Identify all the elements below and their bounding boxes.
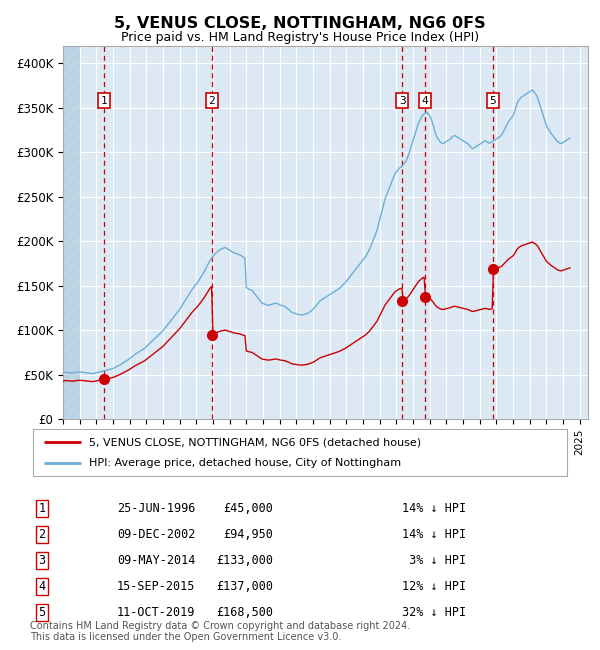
Text: 4: 4 (421, 96, 428, 106)
Text: 1: 1 (38, 502, 46, 515)
Text: 5, VENUS CLOSE, NOTTINGHAM, NG6 0FS: 5, VENUS CLOSE, NOTTINGHAM, NG6 0FS (114, 16, 486, 31)
Text: £133,000: £133,000 (216, 554, 273, 567)
Text: 12% ↓ HPI: 12% ↓ HPI (402, 580, 466, 593)
Text: 1: 1 (101, 96, 108, 106)
Text: 32% ↓ HPI: 32% ↓ HPI (402, 606, 466, 619)
Text: 2: 2 (38, 528, 46, 541)
Text: £168,500: £168,500 (216, 606, 273, 619)
Text: 2: 2 (208, 96, 215, 106)
Text: Contains HM Land Registry data © Crown copyright and database right 2024.
This d: Contains HM Land Registry data © Crown c… (30, 621, 410, 642)
Text: 3% ↓ HPI: 3% ↓ HPI (402, 554, 466, 567)
Text: 14% ↓ HPI: 14% ↓ HPI (402, 528, 466, 541)
Bar (63, 46, 80, 419)
Text: £137,000: £137,000 (216, 580, 273, 593)
Text: Price paid vs. HM Land Registry's House Price Index (HPI): Price paid vs. HM Land Registry's House … (121, 31, 479, 44)
Text: 25-JUN-1996: 25-JUN-1996 (117, 502, 196, 515)
Text: 5: 5 (38, 606, 46, 619)
Text: 09-DEC-2002: 09-DEC-2002 (117, 528, 196, 541)
Text: HPI: Average price, detached house, City of Nottingham: HPI: Average price, detached house, City… (89, 458, 401, 468)
Text: 11-OCT-2019: 11-OCT-2019 (117, 606, 196, 619)
Text: £45,000: £45,000 (223, 502, 273, 515)
Text: 09-MAY-2014: 09-MAY-2014 (117, 554, 196, 567)
Text: 14% ↓ HPI: 14% ↓ HPI (402, 502, 466, 515)
Text: 4: 4 (38, 580, 46, 593)
Text: 15-SEP-2015: 15-SEP-2015 (117, 580, 196, 593)
Text: £94,950: £94,950 (223, 528, 273, 541)
Text: 3: 3 (38, 554, 46, 567)
Text: 5, VENUS CLOSE, NOTTINGHAM, NG6 0FS (detached house): 5, VENUS CLOSE, NOTTINGHAM, NG6 0FS (det… (89, 437, 421, 447)
Text: 5: 5 (489, 96, 496, 106)
Text: 3: 3 (399, 96, 406, 106)
